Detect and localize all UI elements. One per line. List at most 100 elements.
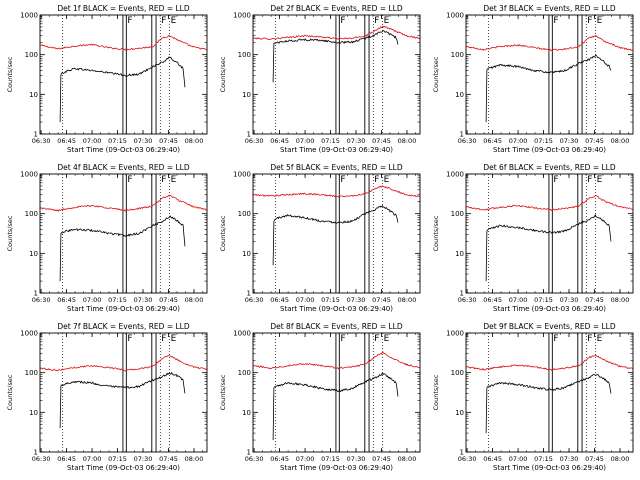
y-tick-label: 10 <box>455 250 464 258</box>
y-tick-label: 1 <box>34 131 38 139</box>
y-tick-label: 100 <box>238 51 251 59</box>
x-tick-label: 07:15 <box>534 137 553 145</box>
x-tick-label: 07:00 <box>83 137 102 145</box>
x-tick-label: 07:15 <box>321 455 340 463</box>
x-tick-label: 06:45 <box>57 296 76 304</box>
marker-label: F <box>374 334 379 344</box>
y-tick-label: 10 <box>242 250 251 258</box>
y-tick-label: 10 <box>242 91 251 99</box>
panel-title: Det 3f BLACK = Events, RED = LLD <box>483 4 616 13</box>
detector-panel-6: Det 6f BLACK = Events, RED = LLD Counts/s… <box>432 163 634 313</box>
y-tick-label: 10 <box>455 409 464 417</box>
plot-frame <box>465 332 634 453</box>
y-tick-label: 1 <box>460 290 464 298</box>
x-tick-label: 07:30 <box>560 455 579 463</box>
panel-title: Det 6f BLACK = Events, RED = LLD <box>483 163 616 172</box>
y-axis-label: Counts/sec <box>6 374 14 410</box>
y-tick-label: 100 <box>451 369 464 377</box>
detector-panel-2: Det 2f BLACK = Events, RED = LLD Counts/s… <box>219 4 421 154</box>
marker-label: F <box>161 175 166 185</box>
y-axis-label: Counts/sec <box>432 215 440 251</box>
x-tick-label: 06:45 <box>57 455 76 463</box>
plot-frame <box>39 332 208 453</box>
x-tick-label: 06:45 <box>483 455 502 463</box>
detector-panel-9: Det 9f BLACK = Events, RED = LLD Counts/s… <box>432 322 634 472</box>
y-axis-label: Counts/sec <box>432 374 440 410</box>
detector-panel-1: Det 1f BLACK = Events, RED = LLD Counts/s… <box>6 4 208 154</box>
marker-label: F <box>587 175 592 185</box>
y-tick-label: 10 <box>29 409 38 417</box>
y-tick-label: 1 <box>34 290 38 298</box>
lld-series-line <box>253 25 420 40</box>
x-tick-label: 08:00 <box>398 455 417 463</box>
y-tick-label: 1 <box>460 449 464 457</box>
y-tick-label: 1 <box>460 131 464 139</box>
y-tick-label: 1000 <box>446 171 464 179</box>
detector-panel-3: Det 3f BLACK = Events, RED = LLD Counts/s… <box>432 4 634 154</box>
x-tick-label: 07:45 <box>372 296 391 304</box>
x-tick-label: 07:00 <box>509 137 528 145</box>
y-tick-label: 1000 <box>20 12 38 20</box>
x-tick-label: 08:00 <box>185 296 204 304</box>
events-series-line <box>485 373 612 434</box>
x-tick-label: 06:30 <box>458 455 477 463</box>
x-tick-label: 07:45 <box>159 296 178 304</box>
y-tick-label: 100 <box>451 51 464 59</box>
x-tick-label: 08:00 <box>611 137 630 145</box>
detector-panel-5: Det 5f BLACK = Events, RED = LLD Counts/s… <box>219 163 421 313</box>
x-tick-label: 06:30 <box>32 296 51 304</box>
x-axis-label: Start Time (09-Oct-03 06:29:40) <box>280 305 393 313</box>
x-tick-label: 06:30 <box>245 137 264 145</box>
y-axis-label: Counts/sec <box>219 374 227 410</box>
x-tick-label: 07:30 <box>347 455 366 463</box>
panel-title: Det 9f BLACK = Events, RED = LLD <box>483 322 616 331</box>
x-tick-label: 07:00 <box>83 455 102 463</box>
marker-label: F <box>553 16 558 26</box>
x-tick-label: 07:30 <box>347 137 366 145</box>
y-axis-label: Counts/sec <box>6 215 14 251</box>
x-tick-label: 08:00 <box>185 455 204 463</box>
y-tick-label: 10 <box>29 91 38 99</box>
x-tick-label: 07:15 <box>108 455 127 463</box>
detector-panel-7: Det 7f BLACK = Events, RED = LLD Counts/s… <box>6 322 208 472</box>
x-tick-label: 07:30 <box>347 296 366 304</box>
x-axis-label: Start Time (09-Oct-03 06:29:40) <box>493 146 606 154</box>
y-axis-label: Counts/sec <box>219 56 227 92</box>
y-tick-label: 1 <box>34 449 38 457</box>
lld-series-line <box>253 351 420 370</box>
x-axis-label: Start Time (09-Oct-03 06:29:40) <box>67 464 180 472</box>
x-tick-label: 08:00 <box>185 137 204 145</box>
x-tick-label: 07:00 <box>296 137 315 145</box>
y-tick-label: 100 <box>451 210 464 218</box>
x-tick-label: 08:00 <box>611 455 630 463</box>
x-tick-label: 06:30 <box>458 296 477 304</box>
marker-label: E <box>597 16 603 26</box>
y-tick-label: 100 <box>25 369 38 377</box>
marker-label: F <box>553 334 558 344</box>
detector-panel-8: Det 8f BLACK = Events, RED = LLD Counts/s… <box>219 322 421 472</box>
marker-label: F <box>127 334 132 344</box>
x-tick-label: 06:30 <box>32 137 51 145</box>
marker-label: E <box>384 334 390 344</box>
y-tick-label: 10 <box>29 250 38 258</box>
x-tick-label: 06:30 <box>32 455 51 463</box>
marker-label: E <box>597 334 603 344</box>
x-tick-label: 07:45 <box>372 137 391 145</box>
y-tick-label: 100 <box>25 51 38 59</box>
plot-frame <box>252 173 421 294</box>
marker-label: E <box>171 334 177 344</box>
events-series-line <box>485 214 612 282</box>
x-tick-label: 07:00 <box>509 455 528 463</box>
x-tick-label: 07:15 <box>108 137 127 145</box>
x-tick-label: 07:30 <box>134 296 153 304</box>
y-tick-label: 1000 <box>233 12 251 20</box>
x-tick-label: 07:15 <box>321 137 340 145</box>
marker-label: F <box>127 175 132 185</box>
marker-label: F <box>340 334 345 344</box>
x-axis-label: Start Time (09-Oct-03 06:29:40) <box>280 146 393 154</box>
lld-series-line <box>40 35 207 51</box>
x-tick-label: 07:15 <box>534 455 553 463</box>
x-tick-label: 06:30 <box>245 296 264 304</box>
y-tick-label: 1 <box>247 290 251 298</box>
detector-panel-4: Det 4f BLACK = Events, RED = LLD Counts/s… <box>6 163 208 313</box>
